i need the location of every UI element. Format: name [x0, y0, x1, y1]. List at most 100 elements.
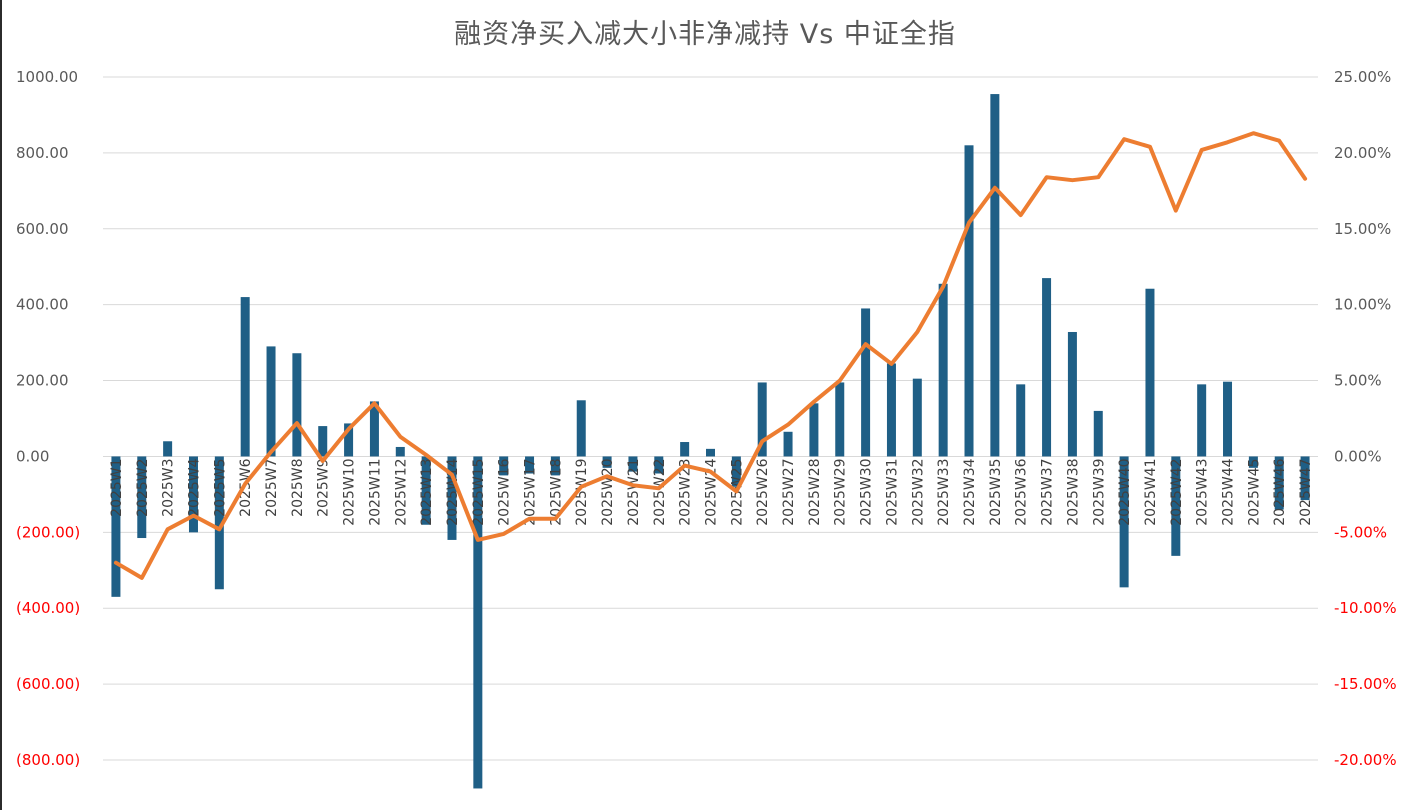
x-tick-label: 2025W17	[523, 458, 539, 525]
right-tick-label: -20.00%	[1334, 751, 1397, 769]
bar	[861, 308, 871, 457]
bar	[1171, 456, 1181, 556]
right-tick-label: 5.00%	[1334, 372, 1382, 390]
bar	[912, 378, 922, 457]
bar	[1119, 456, 1129, 588]
x-tick-label: 2025W38	[1065, 458, 1081, 525]
bar	[188, 456, 198, 533]
left-tick-label: (800.00)	[16, 751, 80, 769]
bar	[214, 456, 224, 590]
bar	[1016, 384, 1026, 457]
bar	[447, 456, 457, 540]
bar	[318, 426, 328, 457]
x-tick-label: 2025W2	[135, 458, 151, 516]
bar	[1145, 288, 1155, 457]
x-tick-label: 2025W22	[652, 458, 668, 525]
x-tick-label: 2025W20	[600, 458, 616, 525]
bar	[525, 456, 535, 474]
right-axis-labels: -20.00% -15.00% -10.00% -5.00% 0.00% 5.00% 10.…	[1334, 68, 1397, 769]
x-tick-label: 2025W42	[1169, 458, 1185, 525]
bar	[499, 456, 509, 476]
bar	[1300, 456, 1310, 501]
bar	[731, 456, 741, 487]
bar	[628, 456, 638, 472]
bar	[395, 446, 405, 457]
right-tick-label: 10.00%	[1334, 296, 1391, 314]
x-tick-label: 2025W23	[678, 458, 694, 525]
bar	[809, 403, 819, 457]
x-tick-label: 2025W39	[1091, 458, 1107, 525]
x-tick-label: 2025W27	[781, 458, 797, 525]
x-tick-label: 2025W7	[264, 458, 280, 516]
bar	[421, 456, 431, 525]
x-tick-label: 2025W44	[1221, 458, 1237, 525]
x-tick-label: 2025W41	[1143, 458, 1159, 525]
bar	[990, 94, 1000, 457]
bar	[473, 456, 483, 789]
x-tick-label: 2025W9	[316, 458, 332, 516]
right-tick-label: 15.00%	[1334, 220, 1391, 238]
left-tick-label: 600.00	[16, 220, 69, 238]
x-tick-label: 2025W19	[574, 458, 590, 525]
x-tick-label: 2025W33	[936, 458, 952, 525]
chart-title: 融资净买入减大小非净减持 Vs 中证全指	[454, 19, 956, 50]
right-tick-label: -15.00%	[1334, 675, 1397, 693]
x-tick-label: 2025W11	[367, 458, 383, 525]
x-tick-label: 2025W3	[161, 458, 177, 516]
x-tick-label: 2025W13	[419, 458, 435, 525]
bar	[344, 423, 354, 457]
x-tick-label: 2025W40	[1117, 458, 1133, 525]
right-tick-label: 0.00%	[1334, 447, 1382, 465]
bar	[292, 353, 302, 457]
bar	[602, 456, 612, 468]
left-tick-label: 1000.00	[16, 68, 78, 86]
left-tick-label: (600.00)	[16, 675, 80, 693]
x-tick-label: 2025W14	[445, 458, 461, 525]
x-tick-label: 2025W24	[704, 458, 720, 525]
bar	[1067, 331, 1077, 457]
x-tick-labels: 2025W1 2025W2 2025W3 2025W4 2025W5 2025W6 2025…	[109, 458, 1314, 525]
left-tick-label: 200.00	[16, 372, 69, 390]
x-tick-label: 2025W43	[1195, 458, 1211, 525]
bar	[576, 400, 586, 457]
bar	[240, 297, 250, 457]
bar	[111, 456, 121, 597]
x-tick-label: 2025W46	[1272, 458, 1288, 525]
gridlines	[103, 76, 1318, 761]
x-tick-label: 2025W28	[807, 458, 823, 525]
bar	[163, 441, 173, 457]
x-tick-label: 2025W21	[626, 458, 642, 525]
left-tick-label: 0.00	[16, 447, 49, 465]
bar-series	[111, 94, 1310, 789]
right-tick-label: 25.00%	[1334, 68, 1391, 86]
line-series	[113, 131, 1308, 580]
x-tick-label: 2025W26	[755, 458, 771, 525]
x-tick-label: 2025W31	[884, 458, 900, 525]
x-tick-label: 2025W30	[859, 458, 875, 525]
x-tick-label: 2025W35	[988, 458, 1004, 525]
x-tick-label: 2025W8	[290, 458, 306, 516]
left-tick-label: (400.00)	[16, 599, 80, 617]
x-tick-label: 2025W29	[833, 458, 849, 525]
right-tick-label: -10.00%	[1334, 599, 1397, 617]
bar	[1197, 384, 1207, 457]
x-tick-label: 2025W12	[393, 458, 409, 525]
left-tick-label: 400.00	[16, 296, 69, 314]
bar	[137, 456, 147, 539]
bar	[1093, 410, 1103, 457]
x-tick-label: 2025W47	[1298, 458, 1314, 525]
left-axis-labels: (800.00) (600.00) (400.00) (200.00) 0.00 200.…	[16, 68, 80, 769]
x-tick-label: 2025W34	[962, 458, 978, 525]
bar	[1042, 278, 1052, 457]
x-tick-label: 2025W15	[471, 458, 487, 525]
x-tick-label: 2025W37	[1040, 458, 1056, 525]
bar	[1223, 381, 1233, 457]
x-tick-label: 2025W36	[1014, 458, 1030, 525]
x-tick-label: 2025W10	[342, 458, 358, 525]
bar	[938, 283, 948, 457]
x-tick-label: 2025W5	[212, 458, 228, 516]
bar	[550, 456, 560, 476]
bar	[783, 431, 793, 457]
